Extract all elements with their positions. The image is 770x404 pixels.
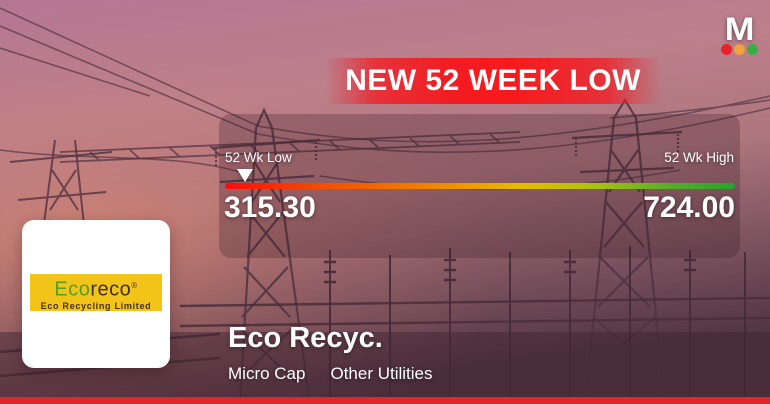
high-label: 52 Wk High — [664, 150, 734, 165]
range-gradient-bar — [225, 183, 735, 189]
company-name: Eco Recyc. — [228, 322, 383, 354]
registered-mark: ® — [131, 281, 138, 290]
low-label: 52 Wk Low — [225, 150, 292, 165]
new-52-week-low-banner: NEW 52 WEEK LOW — [325, 58, 661, 104]
high-value: 724.00 — [643, 191, 735, 224]
red-dot-icon — [721, 44, 732, 55]
footer-accent-bar — [0, 397, 770, 404]
brand-logo: M — [721, 11, 758, 55]
logo-text-dark: reco — [90, 278, 132, 301]
green-dot-icon — [747, 44, 758, 55]
brand-dots — [721, 44, 758, 55]
ecoreco-logo: Ecoreco® Eco Recycling Limited — [30, 274, 162, 311]
logo-text-green: Eco — [54, 278, 91, 301]
company-logo-card: Ecoreco® Eco Recycling Limited — [22, 220, 170, 368]
logo-tagline: Eco Recycling Limited — [40, 300, 152, 311]
ecoreco-wordmark: Ecoreco® — [30, 275, 162, 301]
tag-market-cap: Micro Cap — [228, 364, 306, 383]
brand-m-letter: M — [724, 11, 755, 47]
tag-sector: Other Utilities — [330, 364, 433, 383]
company-tags: Micro Cap Other Utilities — [228, 364, 433, 384]
banner-title: NEW 52 WEEK LOW — [345, 64, 641, 97]
low-value: 315.30 — [224, 191, 316, 224]
orange-dot-icon — [734, 44, 745, 55]
price-marker-icon — [237, 169, 253, 182]
